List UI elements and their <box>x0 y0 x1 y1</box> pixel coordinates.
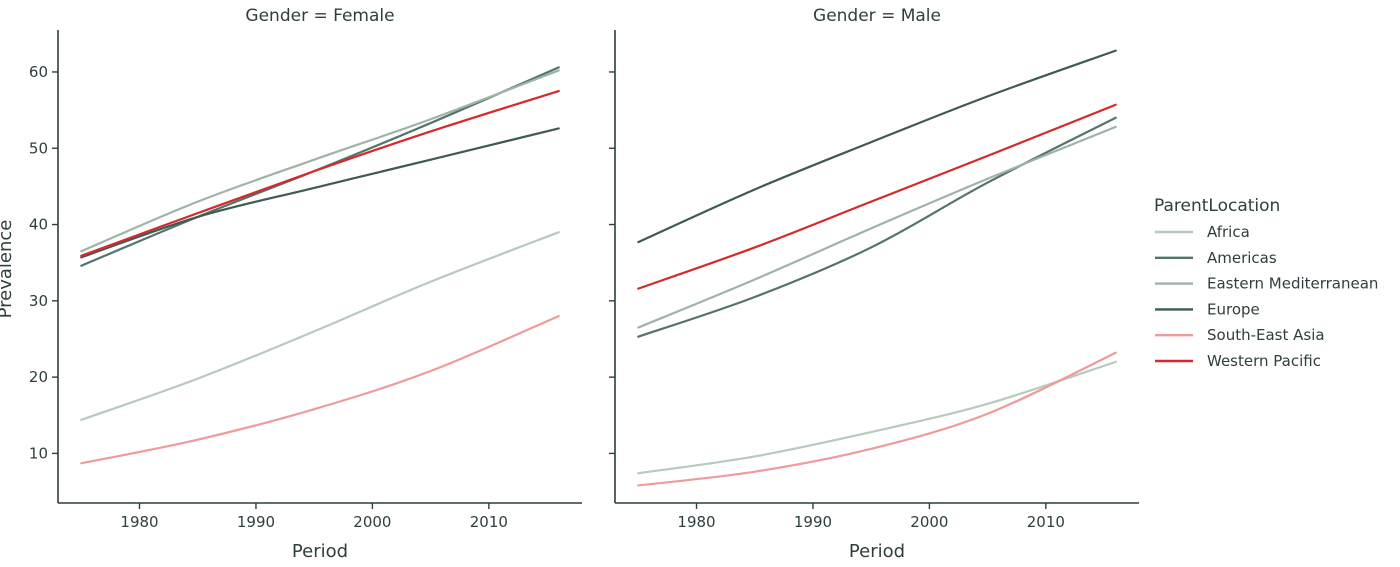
series-line-western-pacific <box>80 89 560 257</box>
legend-item-europe: Europe <box>1155 300 1260 318</box>
x-axis-label: Period <box>292 541 348 562</box>
legend-item-eastern-mediterranean: Eastern Mediterranean <box>1155 275 1378 293</box>
legend-label: Europe <box>1207 300 1260 318</box>
x-tick-label: 2010 <box>470 513 508 531</box>
legend-item-africa: Africa <box>1155 223 1250 241</box>
panel-gender-male: Gender = Male 1980 1990 2000 2010 Period <box>609 6 1139 562</box>
series-line-africa <box>637 360 1117 475</box>
legend-title: ParentLocation <box>1154 196 1280 216</box>
legend-label: Eastern Mediterranean <box>1207 275 1378 293</box>
legend-item-south-east-asia: South-East Asia <box>1155 326 1325 344</box>
panels: Gender = Female 10 20 30 40 50 60 1980 1990 2000 2… <box>29 6 1139 562</box>
legend-label: Western Pacific <box>1207 352 1321 370</box>
y-tick-label: 10 <box>29 444 48 462</box>
x-tick-label: 2000 <box>353 513 391 531</box>
legend-item-western-pacific: Western Pacific <box>1155 352 1321 370</box>
panel-title: Gender = Female <box>245 6 394 26</box>
series-line-africa <box>80 231 560 421</box>
x-tick-label: 2010 <box>1027 513 1065 531</box>
series-line-western-pacific <box>637 103 1117 290</box>
panel-gender-female: Gender = Female 10 20 30 40 50 60 1980 1990 2000 2… <box>29 6 582 562</box>
y-tick-label: 50 <box>29 139 48 157</box>
series-lines <box>637 49 1117 487</box>
x-tick-label: 1990 <box>794 513 832 531</box>
y-tick-label: 20 <box>29 368 48 386</box>
x-axis-label: Period <box>849 541 905 562</box>
x-tick-label: 2000 <box>910 513 948 531</box>
legend: ParentLocation Africa Americas Eastern Medi… <box>1154 196 1378 370</box>
y-axis-label: Prevalence <box>0 220 16 319</box>
series-line-south-east-asia <box>637 351 1117 487</box>
y-tick-label: 40 <box>29 216 48 234</box>
x-tick-label: 1990 <box>237 513 275 531</box>
series-lines <box>80 66 560 465</box>
series-line-eastern-mediterranean <box>637 125 1117 329</box>
series-line-europe <box>80 127 560 259</box>
y-tick-label: 60 <box>29 63 48 81</box>
x-tick-label: 1980 <box>677 513 715 531</box>
series-line-americas <box>637 116 1117 338</box>
y-tick-label: 30 <box>29 292 48 310</box>
legend-label: South-East Asia <box>1207 326 1325 344</box>
panel-title: Gender = Male <box>813 6 941 26</box>
series-line-eastern-mediterranean <box>80 69 560 253</box>
legend-label: Africa <box>1207 223 1250 241</box>
x-tick-label: 1980 <box>120 513 158 531</box>
series-line-europe <box>637 49 1117 244</box>
legend-label: Americas <box>1207 249 1277 267</box>
series-line-south-east-asia <box>80 314 560 465</box>
legend-item-americas: Americas <box>1155 249 1277 267</box>
